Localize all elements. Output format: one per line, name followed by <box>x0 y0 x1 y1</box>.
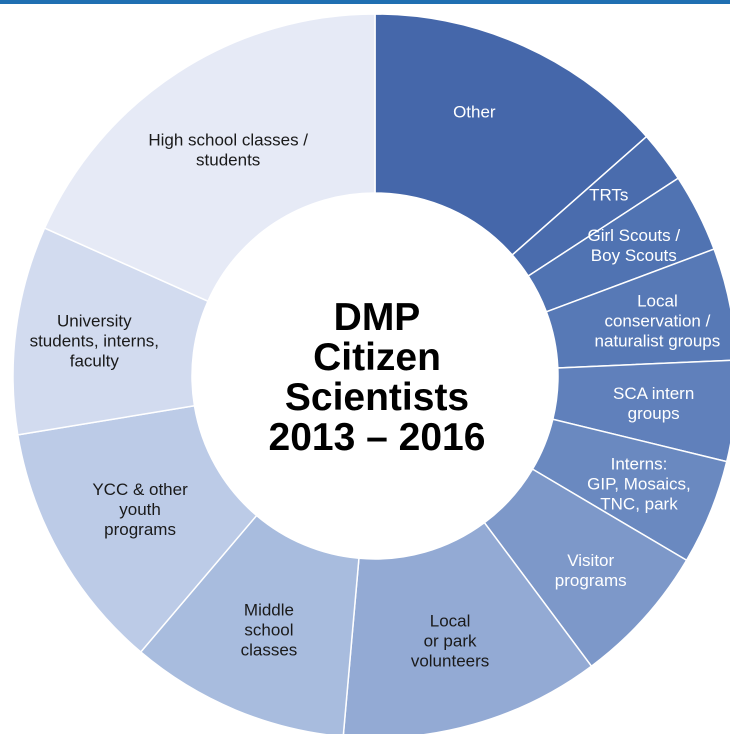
center-title-line: DMP <box>334 296 421 339</box>
slice-label: Other <box>453 103 496 122</box>
center-title-line: Citizen <box>313 336 441 379</box>
center-title-line: 2013 – 2016 <box>269 416 486 459</box>
center-title-line: Scientists <box>285 376 469 419</box>
slice-label: Girl Scouts / Boy Scouts <box>588 226 681 265</box>
slice-label: TRTs <box>589 185 628 204</box>
slice-label: Middle school classes <box>241 601 298 660</box>
